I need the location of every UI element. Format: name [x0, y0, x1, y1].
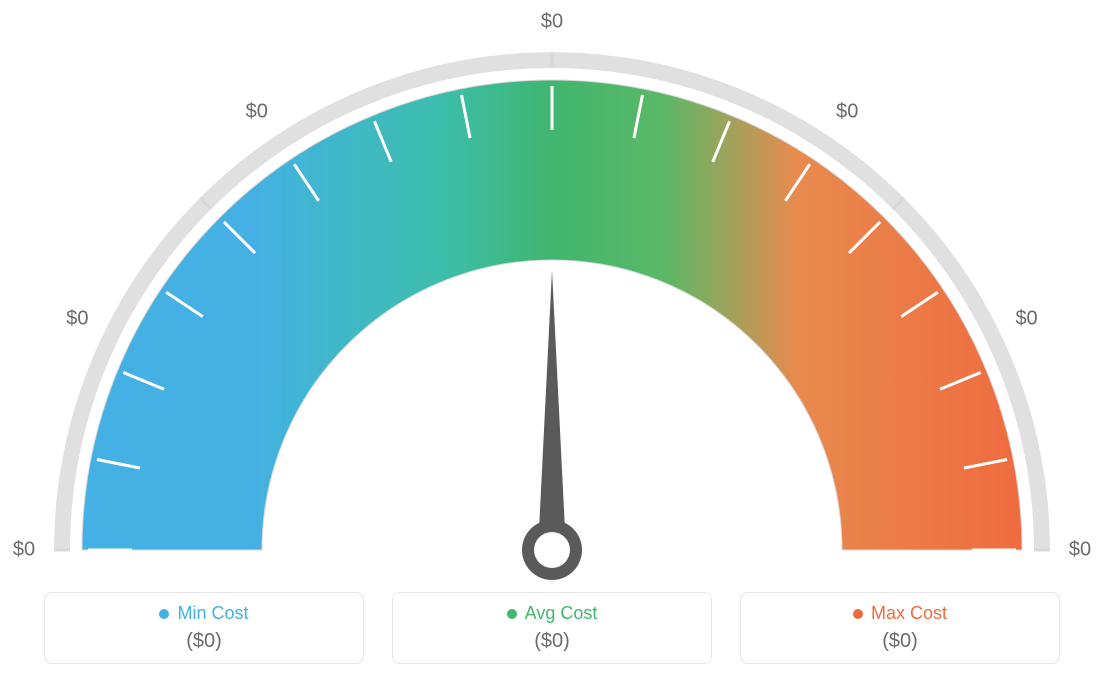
legend-top-max: Max Cost [753, 603, 1047, 624]
legend-card-avg: Avg Cost ($0) [392, 592, 712, 664]
legend-value-max: ($0) [753, 630, 1047, 653]
gauge-tick-label-4: $0 [836, 101, 858, 124]
legend-top-avg: Avg Cost [405, 603, 699, 624]
legend-value-min: ($0) [57, 630, 351, 653]
gauge-tick-label-2: $0 [246, 101, 268, 124]
legend-value-avg: ($0) [405, 630, 699, 653]
legend-row: Min Cost ($0) Avg Cost ($0) Max Cost ($0… [20, 592, 1084, 664]
gauge-tick-label-6: $0 [1069, 539, 1091, 562]
legend-card-max: Max Cost ($0) [740, 592, 1060, 664]
legend-top-min: Min Cost [57, 603, 351, 624]
gauge-tick-label-3: $0 [541, 11, 563, 34]
gauge-svg [22, 20, 1082, 580]
legend-dot-max [853, 609, 863, 619]
legend-dot-min [159, 609, 169, 619]
legend-label-avg: Avg Cost [525, 603, 598, 624]
legend-label-min: Min Cost [177, 603, 248, 624]
legend-card-min: Min Cost ($0) [44, 592, 364, 664]
gauge-tick-label-5: $0 [1015, 307, 1037, 330]
gauge-tick-label-1: $0 [66, 307, 88, 330]
legend-dot-avg [507, 609, 517, 619]
legend-label-max: Max Cost [871, 603, 947, 624]
gauge-tick-label-0: $0 [13, 539, 35, 562]
gauge-container: $0$0$0$0$0$0$0 [22, 20, 1082, 580]
